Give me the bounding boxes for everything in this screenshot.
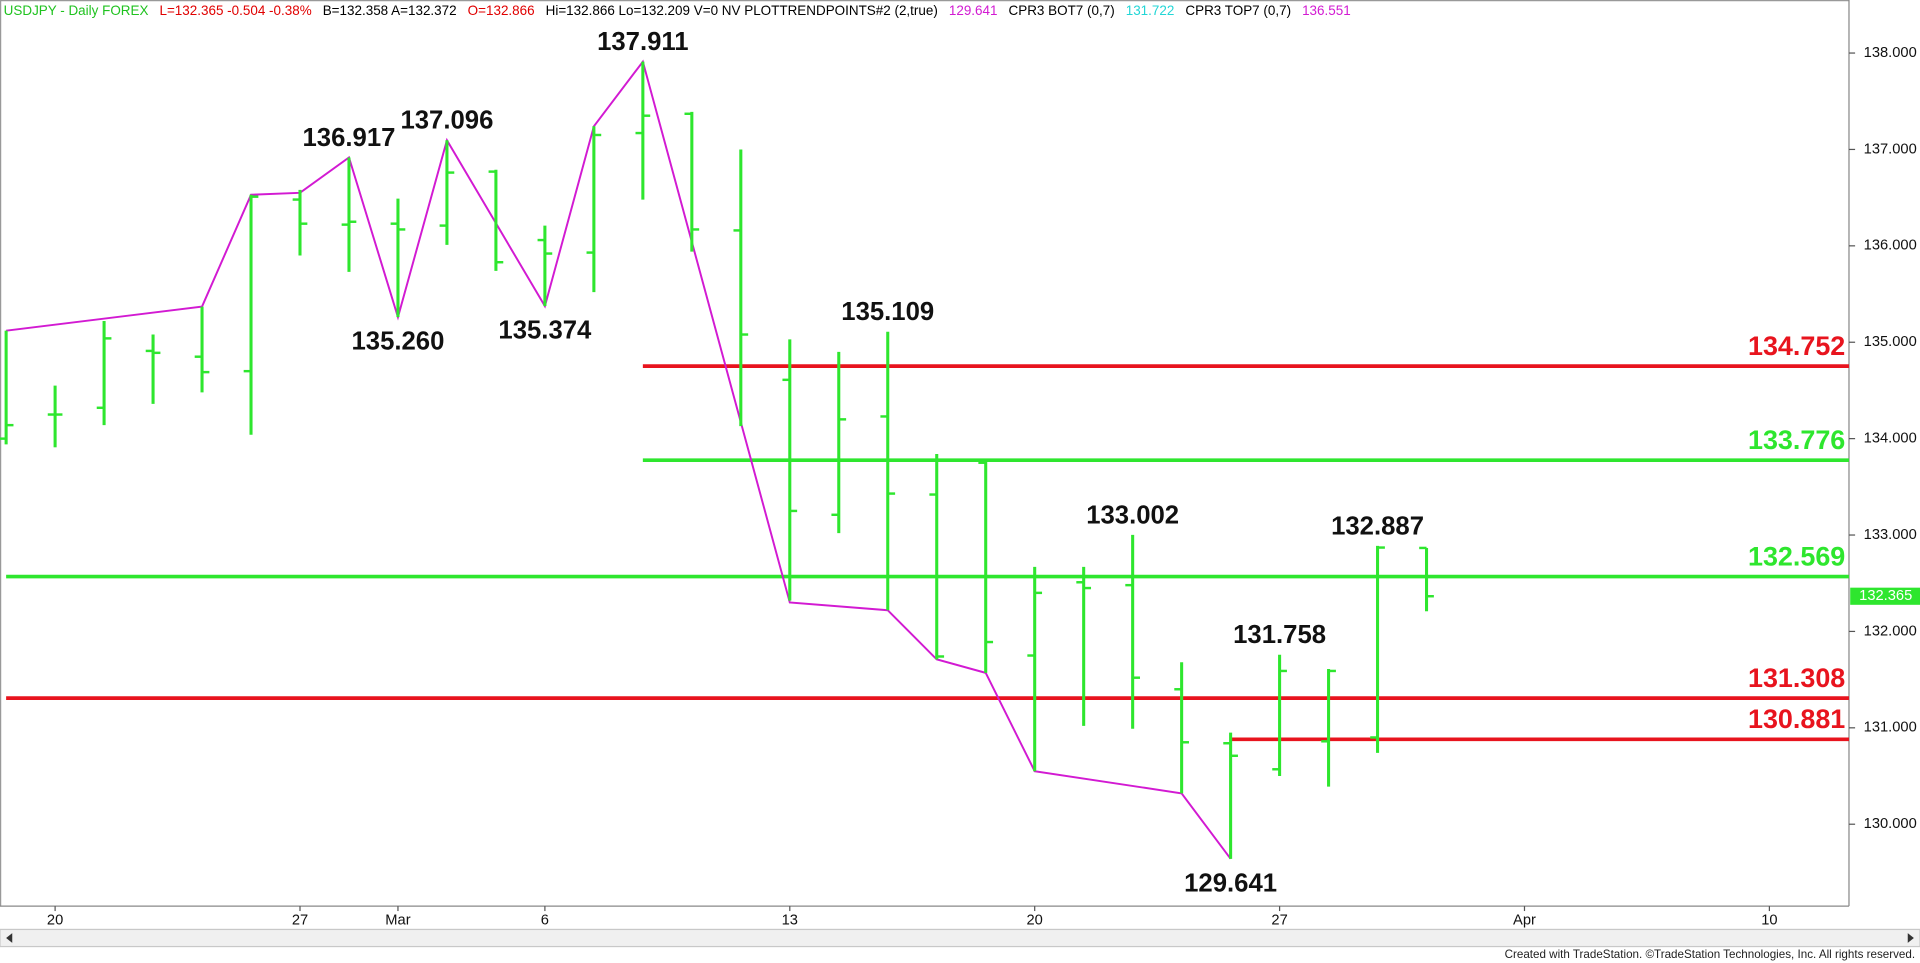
level-label: 131.308 xyxy=(1748,663,1845,693)
y-tick-label: 137.000 xyxy=(1864,141,1917,157)
x-tick-label: 10 xyxy=(1761,913,1777,929)
x-tick-label: 27 xyxy=(1271,913,1287,929)
scroll-left-arrow[interactable] xyxy=(6,933,13,943)
y-tick-label: 135.000 xyxy=(1864,334,1917,350)
header-segment: Hi=132.866 Lo=132.209 V=0 NV PLOTTRENDPO… xyxy=(546,3,938,18)
y-tick-label: 132.000 xyxy=(1864,623,1917,639)
pivot-high-label: 135.109 xyxy=(841,298,934,326)
x-tick-label: Mar xyxy=(385,913,410,929)
y-tick-label: 134.000 xyxy=(1864,431,1917,447)
header-segment: CPR3 BOT7 (0,7) xyxy=(1009,3,1115,18)
level-label: 134.752 xyxy=(1748,331,1845,361)
header-segment: 129.641 xyxy=(949,3,998,18)
last-price-box xyxy=(1850,587,1920,605)
pivot-low-label: 135.260 xyxy=(351,328,444,356)
pivot-high-label: 133.002 xyxy=(1086,501,1179,529)
pivot-high-label: 137.911 xyxy=(597,28,688,56)
x-tick-label: 20 xyxy=(47,913,63,929)
pivot-low-label: 135.374 xyxy=(498,317,592,345)
level-label: 133.776 xyxy=(1748,425,1845,455)
y-tick-label: 130.000 xyxy=(1864,816,1917,832)
level-label: 132.569 xyxy=(1748,541,1845,571)
header-segment: USDJPY - Daily FOREX xyxy=(4,3,149,18)
level-label: 130.881 xyxy=(1748,704,1845,734)
last-price-label: 132.365 xyxy=(1859,588,1912,604)
x-tick-label: 27 xyxy=(292,913,308,929)
y-tick-label: 136.000 xyxy=(1864,238,1917,254)
pivot-high-label: 136.917 xyxy=(303,124,396,152)
x-tick-label: 6 xyxy=(541,913,549,929)
header-segment: 131.722 xyxy=(1126,3,1175,18)
header-segment: O=132.866 xyxy=(468,3,535,18)
scroll-right-arrow[interactable] xyxy=(1907,933,1914,943)
footer: Created with TradeStation. ©TradeStation… xyxy=(1505,948,1916,961)
header: USDJPY - Daily FOREX L=132.365 -0.504 -0.… xyxy=(4,3,1351,18)
x-tick-label: 20 xyxy=(1027,913,1043,929)
header-segment: L=132.365 -0.504 -0.38% xyxy=(159,3,311,18)
header-segment: CPR3 TOP7 (0,7) xyxy=(1185,3,1291,18)
y-tick-label: 138.000 xyxy=(1864,45,1917,61)
pivot-high-label: 132.887 xyxy=(1331,512,1424,540)
pivot-high-label: 131.758 xyxy=(1233,621,1326,649)
pivot-low-label: 129.641 xyxy=(1184,869,1277,897)
scrollbar[interactable] xyxy=(0,928,1920,948)
y-tick-label: 133.000 xyxy=(1864,527,1917,543)
header-segment: B=132.358 A=132.372 xyxy=(323,3,457,18)
header-segment: 136.551 xyxy=(1302,3,1351,18)
pivot-high-label: 137.096 xyxy=(400,107,493,135)
x-tick-label: 13 xyxy=(782,913,798,929)
y-tick-label: 131.000 xyxy=(1864,720,1917,736)
x-tick-label: Apr xyxy=(1513,913,1536,929)
